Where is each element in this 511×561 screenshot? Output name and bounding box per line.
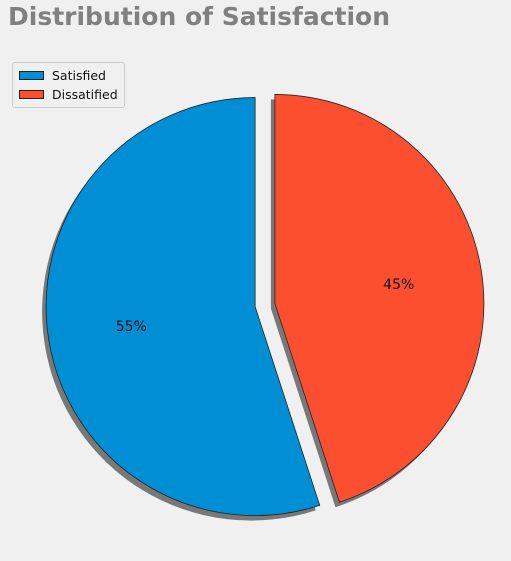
pie-label-dissatified: 45% (383, 277, 414, 293)
legend-swatch-dissatisfied (19, 90, 44, 99)
legend-swatch-satisfied (19, 71, 44, 80)
legend-label-dissatisfied: Dissatified (52, 87, 118, 102)
pie-slice-dissatified (274, 94, 485, 503)
pie-slice-layer (45, 94, 485, 516)
pie-label-layer: 55% 45% (116, 277, 415, 335)
pie-slice-satisfied (45, 97, 321, 516)
legend: Satisfied Dissatified (12, 62, 125, 108)
legend-item-satisfied: Satisfied (19, 66, 118, 85)
pie-label-satisfied: 55% (116, 319, 147, 335)
legend-item-dissatisfied: Dissatified (19, 85, 118, 104)
chart-title: Distribution of Satisfaction (8, 2, 391, 31)
legend-label-satisfied: Satisfied (52, 68, 106, 83)
